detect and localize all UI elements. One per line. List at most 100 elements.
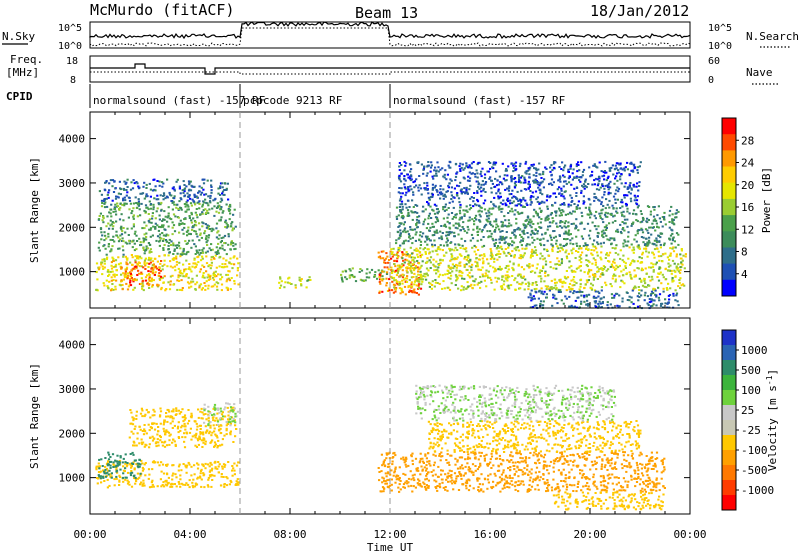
range-gate-cell bbox=[514, 184, 517, 187]
range-gate-cell bbox=[177, 469, 180, 472]
range-gate-cell bbox=[568, 211, 572, 214]
range-gate-cell bbox=[614, 280, 617, 283]
range-gate-cell bbox=[126, 462, 129, 464]
range-gate-cell bbox=[210, 243, 213, 246]
range-gate-cell bbox=[622, 254, 625, 257]
range-gate-cell bbox=[158, 272, 161, 275]
range-gate-cell bbox=[461, 226, 464, 228]
range-gate-cell bbox=[142, 266, 145, 269]
range-gate-cell bbox=[396, 256, 399, 259]
range-gate-cell bbox=[173, 248, 176, 251]
range-gate-cell bbox=[125, 262, 128, 265]
range-gate-cell bbox=[383, 266, 386, 269]
range-gate-cell bbox=[211, 248, 214, 251]
range-gate-cell bbox=[188, 282, 191, 285]
range-gate-cell bbox=[150, 427, 153, 430]
range-gate-cell bbox=[110, 289, 113, 292]
range-gate-cell bbox=[449, 178, 452, 181]
range-gate-cell bbox=[205, 201, 208, 204]
range-gate-cell bbox=[454, 213, 457, 216]
range-gate-cell bbox=[200, 259, 203, 262]
range-gate-cell bbox=[171, 258, 174, 261]
range-gate-cell bbox=[519, 176, 523, 179]
range-gate-cell bbox=[202, 465, 205, 468]
range-gate-cell bbox=[142, 279, 145, 282]
range-gate-cell bbox=[650, 262, 653, 265]
range-gate-cell bbox=[174, 269, 177, 272]
range-gate-cell bbox=[669, 287, 672, 290]
range-gate-cell bbox=[563, 197, 566, 200]
range-gate-cell bbox=[134, 265, 137, 268]
range-gate-cell bbox=[546, 207, 549, 210]
range-gate-cell bbox=[207, 236, 210, 239]
range-gate-cell bbox=[173, 483, 176, 485]
range-gate-cell bbox=[529, 218, 532, 221]
range-gate-cell bbox=[523, 206, 526, 208]
range-gate-cell bbox=[410, 168, 413, 171]
range-gate-cell bbox=[636, 182, 639, 185]
range-gate-cell bbox=[415, 231, 418, 234]
range-gate-cell bbox=[172, 201, 175, 204]
range-gate-cell bbox=[438, 273, 442, 276]
range-gate-cell bbox=[154, 271, 157, 274]
range-gate-cell bbox=[645, 272, 648, 275]
range-gate-cell bbox=[552, 293, 555, 296]
range-gate-cell bbox=[538, 162, 541, 165]
range-gate-cell bbox=[601, 185, 604, 188]
range-gate-cell bbox=[423, 165, 426, 168]
range-gate-cell bbox=[460, 237, 463, 240]
range-gate-cell bbox=[161, 265, 164, 268]
range-gate-cell bbox=[358, 271, 361, 273]
range-gate-cell bbox=[672, 294, 675, 297]
range-gate-cell bbox=[407, 211, 410, 214]
range-gate-cell bbox=[494, 267, 497, 270]
range-gate-cell bbox=[411, 291, 414, 294]
range-gate-cell bbox=[524, 199, 527, 202]
range-gate-cell bbox=[144, 276, 148, 279]
range-gate-cell bbox=[426, 184, 429, 187]
range-gate-cell bbox=[619, 175, 622, 178]
range-gate-cell bbox=[403, 227, 407, 230]
range-gate-cell bbox=[395, 215, 398, 218]
range-gate-cell bbox=[194, 262, 197, 265]
range-gate-cell bbox=[98, 475, 101, 478]
range-gate-cell bbox=[237, 461, 240, 464]
range-gate-cell bbox=[105, 463, 109, 465]
range-gate-cell bbox=[655, 244, 658, 247]
range-gate-cell bbox=[581, 237, 585, 240]
range-gate-cell bbox=[556, 302, 559, 305]
range-gate-cell bbox=[540, 270, 543, 272]
range-gate-cell bbox=[410, 270, 413, 273]
range-gate-cell bbox=[217, 211, 221, 214]
range-gate-cell bbox=[564, 226, 568, 229]
range-gate-cell bbox=[120, 233, 124, 236]
range-gate-cell bbox=[131, 256, 134, 259]
range-gate-cell bbox=[499, 268, 502, 271]
range-gate-cell bbox=[675, 209, 678, 212]
range-gate-cell bbox=[395, 253, 398, 256]
range-gate-cell bbox=[587, 197, 590, 200]
range-gate-cell bbox=[197, 476, 200, 479]
range-gate-cell bbox=[515, 249, 518, 252]
range-gate-cell bbox=[515, 246, 518, 249]
range-gate-cell bbox=[399, 229, 402, 232]
range-gate-cell bbox=[143, 261, 146, 264]
range-gate-cell bbox=[427, 202, 430, 205]
range-gate-cell bbox=[377, 251, 380, 254]
range-gate-cell bbox=[100, 263, 103, 266]
range-gate-cell bbox=[469, 204, 472, 207]
range-gate-cell bbox=[442, 206, 445, 208]
range-gate-cell bbox=[656, 276, 659, 278]
range-gate-cell bbox=[164, 215, 167, 218]
range-gate-cell bbox=[558, 234, 561, 237]
range-gate-cell bbox=[429, 226, 432, 229]
range-gate-cell bbox=[122, 253, 125, 256]
range-gate-cell bbox=[118, 461, 121, 464]
range-gate-cell bbox=[458, 271, 461, 274]
range-gate-cell bbox=[600, 209, 603, 212]
range-gate-cell bbox=[354, 280, 358, 283]
range-gate-cell bbox=[167, 409, 170, 412]
range-gate-cell bbox=[557, 289, 560, 292]
range-gate-cell bbox=[437, 170, 440, 173]
range-gate-cell bbox=[101, 475, 104, 478]
